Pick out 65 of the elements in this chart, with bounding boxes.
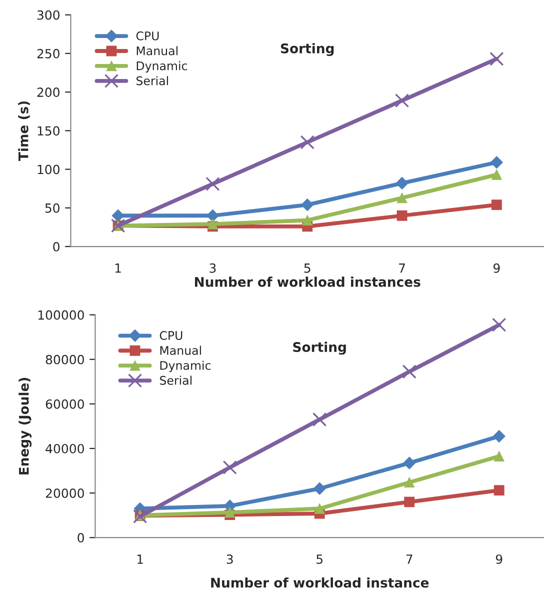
point <box>300 135 314 150</box>
x-tick-label: 3 <box>210 263 216 273</box>
x-axis-title: Number of workload instance <box>211 577 429 588</box>
x-tick-label: 5 <box>304 264 310 273</box>
point <box>312 412 327 427</box>
point <box>112 209 124 222</box>
x-tick-label: 1 <box>137 554 143 564</box>
legend-label: Serial <box>160 376 192 385</box>
point <box>490 156 503 169</box>
point <box>404 496 415 508</box>
y-tick-label: 0 <box>78 533 84 542</box>
point <box>491 169 502 180</box>
x-tick-label: 3 <box>226 554 233 564</box>
point <box>490 52 504 66</box>
y-tick-label: 50 <box>45 203 60 213</box>
point <box>494 451 504 462</box>
legend-label: Dynamic <box>160 360 211 372</box>
x-axis-title: Number of workload instances <box>195 276 420 287</box>
point <box>396 192 408 204</box>
point <box>394 93 410 108</box>
point <box>301 198 314 212</box>
point <box>492 430 506 442</box>
y-axis-title: Time (s) <box>18 101 30 161</box>
point <box>222 460 237 474</box>
y-tick-label: 250 <box>37 48 60 58</box>
point <box>207 218 218 230</box>
point <box>314 503 325 514</box>
point <box>492 318 506 332</box>
point <box>402 364 416 379</box>
text: Sorting <box>293 342 346 355</box>
y-tick-label: 0 <box>53 242 60 252</box>
y-tick-label: 40000 <box>46 444 84 454</box>
legend-label: Manual <box>136 46 178 56</box>
y-axis-title: Enegy (Joule) <box>18 378 32 474</box>
x-tick-label: 7 <box>399 264 405 273</box>
point <box>302 215 313 226</box>
legend-label: Dynamic <box>136 61 188 73</box>
y-tick-label: 200 <box>37 88 60 97</box>
y-tick-label: 20000 <box>46 488 84 498</box>
point <box>224 507 236 518</box>
x-tick-label: 5 <box>316 554 322 564</box>
legend-label: CPU <box>136 31 159 40</box>
legend-label: Manual <box>160 346 201 355</box>
point <box>396 210 408 221</box>
y-tick-label: 100000 <box>38 310 84 320</box>
point <box>206 176 220 192</box>
y-tick-label: 100 <box>38 164 60 174</box>
point <box>396 176 408 190</box>
x-tick-label: 1 <box>115 264 121 273</box>
y-tick-label: 60000 <box>46 399 84 409</box>
point <box>404 477 415 488</box>
point <box>491 200 502 210</box>
legend-label: Serial <box>136 76 168 86</box>
point <box>313 482 326 495</box>
x-tick-label: 7 <box>406 554 412 564</box>
x-tick-label: 9 <box>496 554 502 564</box>
point <box>494 485 504 496</box>
point <box>403 456 416 470</box>
text: Sorting <box>280 43 334 56</box>
y-tick-label: 150 <box>38 126 60 136</box>
y-tick-label: 80000 <box>46 354 84 364</box>
x-tick-label: 9 <box>493 263 500 273</box>
legend-label: CPU <box>160 331 182 340</box>
point <box>132 509 148 524</box>
y-tick-label: 300 <box>37 10 60 20</box>
